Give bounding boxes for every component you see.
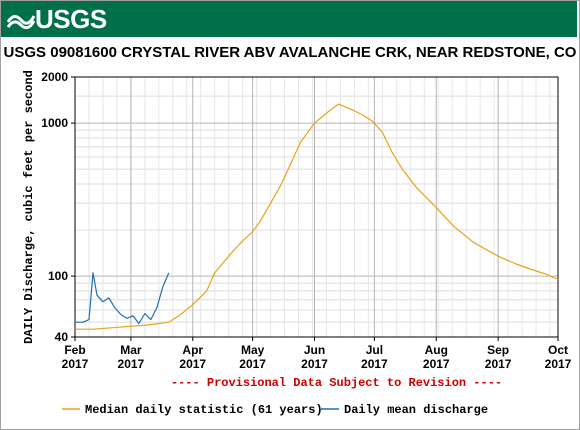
- usgs-logo[interactable]: USGS: [7, 3, 107, 34]
- x-tick-label-year: 2017: [361, 357, 388, 371]
- legend-label-daily-mean: Daily mean discharge: [344, 403, 488, 417]
- y-tick-label: 100: [48, 269, 68, 283]
- chart-title: USGS 09081600 CRYSTAL RIVER ABV AVALANCH…: [3, 44, 577, 61]
- x-tick-label-month: May: [241, 343, 265, 357]
- daily-mean-series-line: [75, 272, 170, 325]
- y-axis-label: DAILY Discharge, cubic feet per second: [22, 70, 36, 344]
- x-tick-label-month: Jun: [304, 343, 325, 357]
- legend-label-median: Median daily statistic (61 years): [85, 403, 323, 417]
- provisional-note: ---- Provisional Data Subject to Revisio…: [171, 376, 502, 390]
- x-tick-label-year: 2017: [239, 357, 266, 371]
- plot-border: [74, 76, 559, 338]
- x-tick-label-month: Jul: [366, 343, 383, 357]
- x-tick-label-year: 2017: [179, 357, 206, 371]
- x-tick-label-year: 2017: [545, 357, 572, 371]
- y-tick-label: 2000: [41, 70, 68, 84]
- x-tick-label-year: 2017: [423, 357, 450, 371]
- median-series-line: [75, 103, 559, 330]
- y-tick-label: 40: [55, 330, 69, 344]
- usgs-wave-logo-icon: [7, 15, 35, 30]
- y-tick-label: 1000: [41, 116, 68, 130]
- x-tick-label-year: 2017: [485, 357, 512, 371]
- x-tick-label-month: Sep: [487, 343, 509, 357]
- x-tick-label-year: 2017: [301, 357, 328, 371]
- x-tick-label-month: Aug: [425, 343, 448, 357]
- usgs-banner: USGS: [1, 1, 577, 37]
- logo-text: USGS: [35, 3, 107, 34]
- x-tick-label-month: Apr: [182, 343, 203, 357]
- x-tick-label-month: Oct: [548, 343, 568, 357]
- x-tick-label-month: Feb: [64, 343, 85, 357]
- x-tick-label-year: 2017: [118, 357, 145, 371]
- x-tick-label-year: 2017: [62, 357, 89, 371]
- plot-area: [75, 77, 558, 337]
- x-tick-label-month: Mar: [120, 343, 142, 357]
